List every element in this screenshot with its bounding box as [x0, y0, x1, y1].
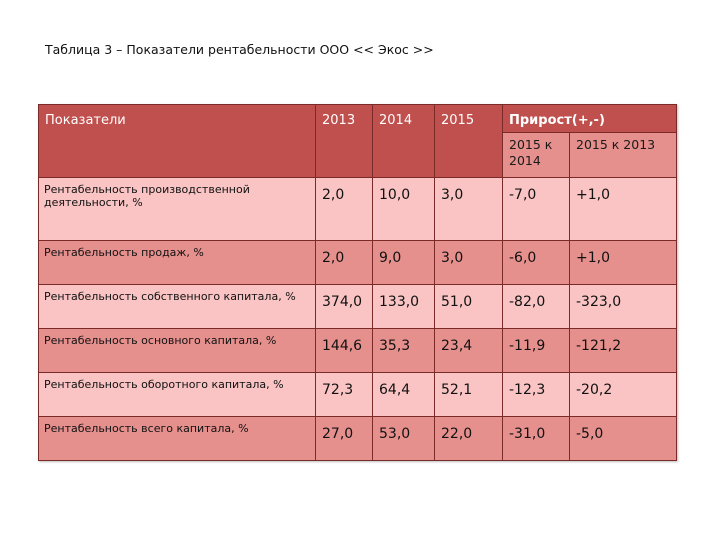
table-row: Рентабельность продаж, % 2,0 9,0 3,0 -6,… [38, 240, 678, 285]
value-2013: 72,3 [315, 372, 373, 417]
value-2015: 3,0 [434, 240, 503, 285]
profitability-table: Показатели 2013 2014 2015 Прирост(+,-) 2… [38, 104, 678, 461]
value-2015: 51,0 [434, 284, 503, 329]
table-caption: Таблица 3 – Показатели рентабельности ОО… [45, 42, 434, 57]
row-label: Рентабельность основного капитала, % [38, 328, 316, 373]
value-2015: 52,1 [434, 372, 503, 417]
value-2013: 144,6 [315, 328, 373, 373]
growth-2015-vs-2013: -323,0 [568, 284, 678, 329]
value-2014: 133,0 [372, 284, 435, 329]
growth-2015-vs-2013: +1,0 [568, 240, 678, 285]
growth-2015-vs-2014: -7,0 [502, 177, 570, 241]
value-2015: 22,0 [434, 416, 503, 461]
growth-2015-vs-2013: +1,0 [568, 177, 678, 241]
row-label: Рентабельность собственного капитала, % [38, 284, 316, 329]
header-growth-2015-vs-2014: 2015 к 2014 [502, 132, 570, 178]
table-row: Рентабельность производственной деятельн… [38, 177, 678, 241]
growth-2015-vs-2013: -20,2 [568, 372, 678, 417]
growth-2015-vs-2014: -82,0 [502, 284, 570, 329]
table-row: Рентабельность оборотного капитала, % 72… [38, 372, 678, 417]
header-2014: 2014 [372, 104, 435, 178]
value-2013: 2,0 [315, 240, 373, 285]
growth-2015-vs-2014: -31,0 [502, 416, 570, 461]
table-row: Рентабельность основного капитала, % 144… [38, 328, 678, 373]
row-label: Рентабельность продаж, % [38, 240, 316, 285]
value-2014: 10,0 [372, 177, 435, 241]
header-indicator: Показатели [38, 104, 316, 178]
growth-2015-vs-2014: -6,0 [502, 240, 570, 285]
growth-2015-vs-2014: -12,3 [502, 372, 570, 417]
value-2014: 9,0 [372, 240, 435, 285]
row-label: Рентабельность производственной деятельн… [38, 177, 316, 241]
value-2014: 35,3 [372, 328, 435, 373]
value-2013: 27,0 [315, 416, 373, 461]
value-2014: 64,4 [372, 372, 435, 417]
growth-2015-vs-2014: -11,9 [502, 328, 570, 373]
growth-2015-vs-2013: -5,0 [568, 416, 678, 461]
value-2013: 374,0 [315, 284, 373, 329]
value-2015: 3,0 [434, 177, 503, 241]
header-2015: 2015 [434, 104, 503, 178]
value-2014: 53,0 [372, 416, 435, 461]
header-growth: Прирост(+,-) [501, 104, 678, 133]
growth-2015-vs-2013: -121,2 [568, 328, 678, 373]
table-row: Рентабельность всего капитала, % 27,0 53… [38, 416, 678, 461]
row-label: Рентабельность оборотного капитала, % [38, 372, 316, 417]
value-2015: 23,4 [434, 328, 503, 373]
value-2013: 2,0 [315, 177, 373, 241]
row-label: Рентабельность всего капитала, % [38, 416, 316, 461]
table-row: Рентабельность собственного капитала, % … [38, 284, 678, 329]
header-growth-2015-vs-2013: 2015 к 2013 [568, 132, 678, 178]
header-2013: 2013 [315, 104, 373, 178]
